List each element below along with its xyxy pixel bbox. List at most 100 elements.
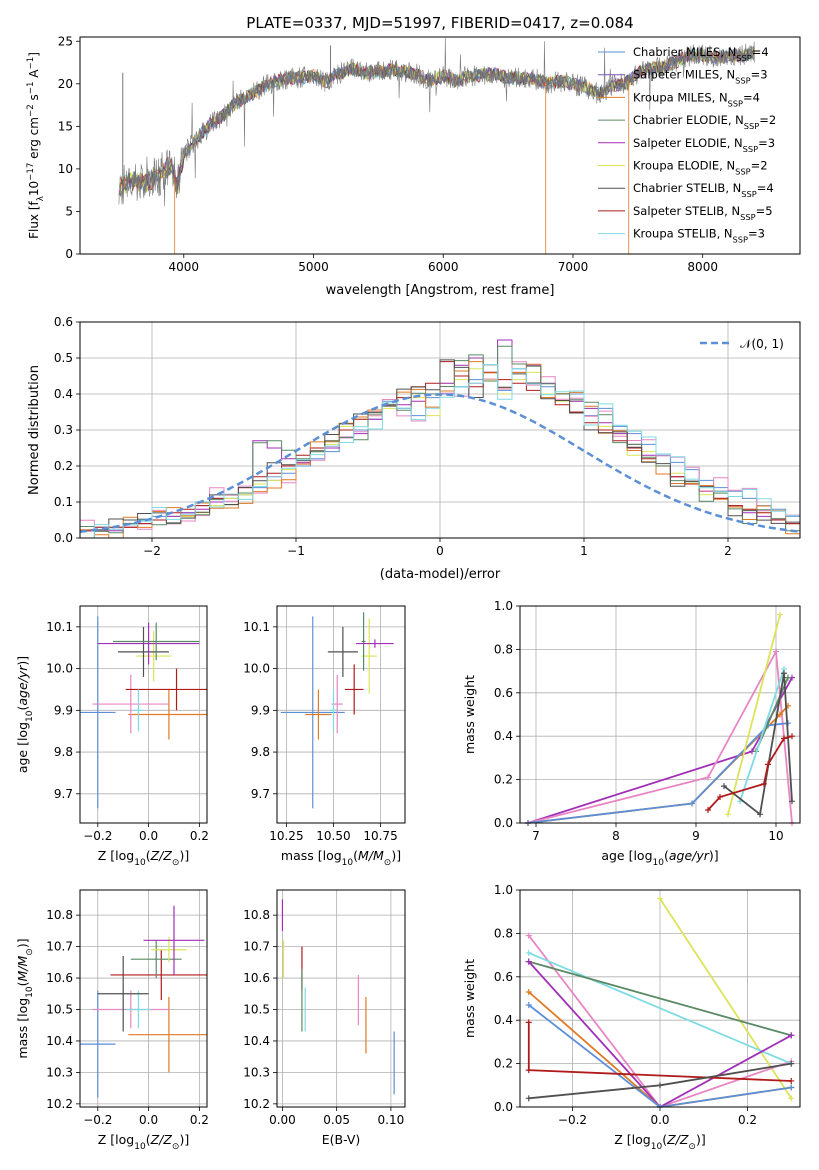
y-tick-label: 10.2: [46, 1097, 73, 1111]
x-axis-label: Z [log10(Z/Z⊙)]: [98, 848, 189, 868]
legend-entry: 𝒩(0, 1): [740, 337, 784, 351]
spectrum-panel: 4000 5000 6000 7000 8000 0 5 10 15 20 25 wavelength…: [26, 34, 801, 298]
histogram-step: [80, 345, 800, 538]
axes-frame: [519, 889, 801, 1108]
plus-marker: [721, 783, 727, 790]
x-axis-label: wavelength [Angstrom, rest frame]: [326, 283, 555, 298]
x-tick-label: 0.0: [139, 829, 158, 843]
age-vs-metallicity-panel: −0.2 0.0 0.2 9.7 9.8 9.9 10.0 10.1 Z [log10(Z/Z⊙…: [15, 605, 209, 868]
x-tick-label: 7000: [558, 260, 589, 274]
axes-frame: [79, 889, 208, 1108]
plus-marker: [657, 895, 663, 902]
plus-marker: [785, 674, 791, 681]
x-tick-label: 0.2: [190, 1113, 209, 1127]
x-tick-label: 2: [724, 544, 732, 558]
mass-weight-line: [528, 1004, 792, 1107]
mass-weight-line: [527, 722, 789, 823]
legend-entry: Kroupa MILES, NSSP=4: [633, 90, 760, 108]
plus-marker: [689, 800, 695, 807]
x-tick-label: 6000: [428, 260, 459, 274]
y-tick-label: 10.8: [46, 908, 73, 922]
y-tick-label: 10.1: [243, 620, 270, 634]
y-tick-label: 10.2: [243, 1097, 270, 1111]
y-tick-label: 0.1: [54, 495, 73, 509]
y-axis-label: age [log10(age/yr)]: [15, 656, 35, 773]
plus-marker: [705, 774, 711, 781]
y-tick-label: 0.0: [494, 1100, 513, 1114]
mass-weight-line: [528, 952, 792, 1065]
plus-marker: [789, 798, 795, 805]
axes-frame: [276, 889, 406, 1108]
x-tick-label: 10.75: [363, 829, 397, 843]
mass-weight-vs-metallicity-panel: −0.2 0.0 0.2 0.0 0.2 0.4 0.6 0.8 1.0 Z [log10(Z/Z…: [462, 883, 801, 1152]
y-tick-label: 0.2: [494, 1057, 513, 1071]
plus-marker: [725, 811, 731, 818]
x-tick-label: 0.0: [650, 1113, 669, 1127]
plus-marker: [781, 735, 787, 742]
x-axis-label: age [log10(age/yr)]: [601, 848, 718, 868]
y-tick-label: 10.6: [46, 971, 73, 985]
y-tick-label: 10.0: [243, 662, 270, 676]
y-tick-label: 0.4: [494, 729, 513, 743]
age-vs-mass-panel: 10.25 10.50 10.75 9.7 9.8 9.9 10.0 10.1 mass [lo…: [243, 605, 406, 868]
x-tick-label: −0.2: [558, 1113, 587, 1127]
mass-weight-line: [659, 898, 793, 1099]
x-tick-label: 10.50: [316, 829, 350, 843]
x-axis-label: E(B-V): [322, 1132, 361, 1147]
legend-entry: Kroupa ELODIE, NSSP=2: [633, 159, 768, 177]
y-tick-label: 10.7: [46, 940, 73, 954]
x-tick-label: 10.25: [269, 829, 303, 843]
legend-entry: Salpeter ELODIE, NSSP=3: [633, 136, 775, 154]
y-tick-label: 10.6: [243, 971, 270, 985]
y-axis-label: mass [log10(M/M⊙)]: [15, 938, 35, 1058]
plus-marker: [525, 958, 532, 965]
plus-marker: [788, 1060, 795, 1067]
plus-marker: [525, 1095, 532, 1102]
legend-entry: Salpeter STELIB, NSSP=5: [633, 204, 773, 222]
y-tick-label: 10.5: [46, 1003, 73, 1017]
y-tick-label: 5: [65, 204, 73, 218]
x-tick-label: −0.2: [83, 829, 112, 843]
x-tick-label: 10: [768, 829, 783, 843]
x-tick-label: 0.10: [378, 1113, 405, 1127]
plus-marker: [717, 793, 723, 800]
y-tick-label: 10.5: [243, 1003, 270, 1017]
plus-marker: [705, 806, 711, 813]
mass-weight-line: [528, 960, 792, 1037]
x-tick-label: 7: [532, 829, 540, 843]
mass-vs-extinction-panel: 0.00 0.05 0.10 10.2 10.3 10.4 10.5 10.6 10.7 10.8…: [243, 889, 406, 1147]
x-tick-label: −0.2: [83, 1113, 112, 1127]
plus-marker: [765, 761, 771, 768]
y-tick-label: 0.6: [494, 686, 513, 700]
x-tick-label: −1: [287, 544, 305, 558]
x-tick-label: 4000: [169, 260, 200, 274]
plus-marker: [525, 1002, 532, 1009]
y-tick-label: 1.0: [494, 883, 513, 897]
y-tick-label: 0.2: [494, 773, 513, 787]
x-tick-label: 0.2: [738, 1113, 757, 1127]
x-tick-label: 9: [692, 829, 700, 843]
plus-marker: [761, 780, 767, 787]
y-tick-label: 9.7: [251, 787, 270, 801]
x-tick-label: 0.05: [323, 1113, 350, 1127]
axes-frame: [276, 605, 406, 824]
plus-marker: [777, 611, 783, 618]
y-tick-label: 0.0: [494, 816, 513, 830]
plus-marker: [788, 1084, 795, 1091]
legend-entry: Kroupa STELIB, NSSP=3: [633, 227, 765, 245]
plus-marker: [525, 932, 532, 939]
mass-vs-metallicity-panel: −0.2 0.0 0.2 10.2 10.3 10.4 10.5 10.6 10.7 10.8 Z …: [15, 889, 209, 1152]
x-tick-label: −2: [143, 544, 161, 558]
legend-entry: Chabrier STELIB, NSSP=4: [633, 181, 774, 199]
plus-marker: [525, 949, 532, 956]
y-tick-label: 0.4: [494, 1013, 513, 1027]
figure-title: PLATE=0337, MJD=51997, FIBERID=0417, z=0…: [246, 14, 633, 32]
x-axis-label: Z [log10(Z/Z⊙)]: [614, 1132, 705, 1152]
y-tick-label: 10.8: [243, 908, 270, 922]
legend-entry: Chabrier MILES, NSSP=4: [633, 45, 769, 63]
axes-frame: [519, 605, 801, 824]
plus-marker: [781, 670, 787, 677]
legend-entry: Salpeter MILES, NSSP=3: [633, 68, 768, 86]
y-tick-label: 10.4: [46, 1034, 73, 1048]
